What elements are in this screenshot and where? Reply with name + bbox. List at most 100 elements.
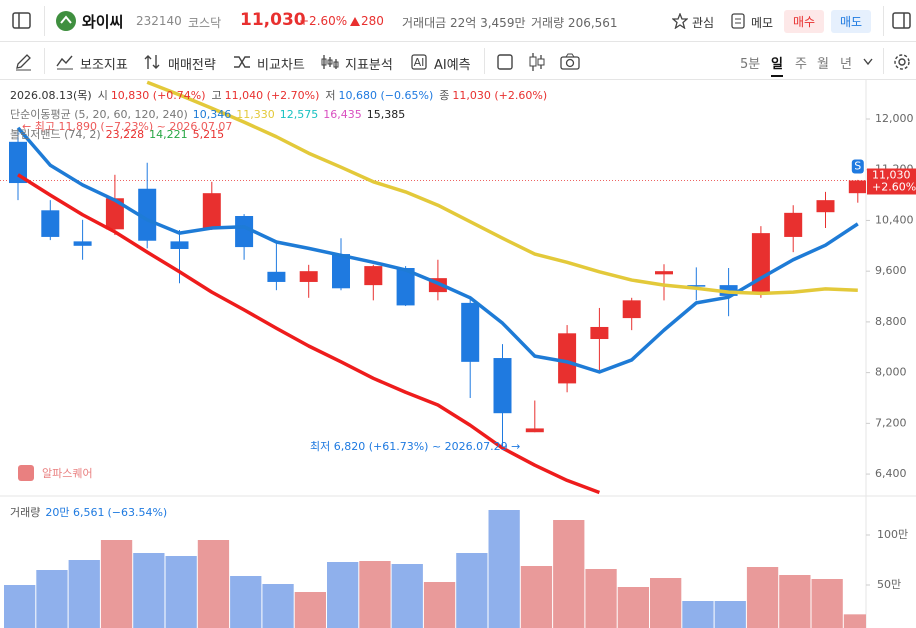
candle-body	[525, 428, 544, 433]
watermark: 알파스퀘어	[42, 466, 93, 480]
svg-text:AI: AI	[414, 56, 425, 69]
volume-bar	[488, 510, 520, 628]
ohlc-value: 10,830 (+0.74%)	[111, 89, 206, 102]
indicator-value: 12,575	[280, 108, 319, 121]
volume-bar	[746, 567, 779, 628]
indicator-value: 11,330	[236, 108, 275, 121]
ohlc-label: 고	[212, 89, 222, 102]
ai-icon[interactable]: AI	[410, 53, 428, 71]
sidebar-icon[interactable]	[12, 12, 32, 30]
price-tag-value: 11,030	[872, 169, 911, 182]
volume-bar	[100, 540, 133, 628]
period[interactable]: 5분	[740, 57, 761, 72]
signal-badge-text: S	[854, 160, 861, 173]
volume: 거래량 206,561	[531, 16, 618, 30]
indicator-legend: 단순이동평균 (5, 20, 60, 120, 240) 10,346 11,330…	[10, 108, 405, 121]
market: 코스닥	[188, 16, 222, 30]
buy-button[interactable]: 매수	[784, 10, 825, 33]
tool[interactable]: 비교차트	[257, 58, 305, 73]
candle-body	[9, 141, 27, 184]
volume-legend: 거래량 20만 6,561 (−63.54%)	[10, 506, 167, 519]
tool[interactable]: AI예측	[434, 58, 471, 73]
ohlc-value: 10,680 (−0.65%)	[339, 89, 434, 102]
compare-icon[interactable]	[233, 54, 251, 70]
ohlc-value: 11,040 (+2.70%)	[225, 89, 320, 102]
divider	[484, 48, 485, 74]
sell-button[interactable]: 매도	[831, 10, 872, 33]
volume-bar	[197, 540, 230, 628]
change: 280	[361, 14, 384, 28]
analysis-icon[interactable]	[320, 53, 340, 71]
indicator-value: 5,215	[193, 128, 225, 141]
period[interactable]: 년	[840, 57, 852, 72]
volume-bar	[230, 576, 262, 628]
settings-icon[interactable]	[893, 53, 911, 71]
candle-body	[622, 300, 641, 319]
volume-bar	[520, 566, 553, 628]
divider	[44, 6, 45, 36]
volume-bar	[650, 578, 682, 628]
period[interactable]: 월	[817, 57, 829, 72]
tool[interactable]: 매매전략	[168, 58, 216, 73]
annotation: 최저 6,820 (+61.73%) ~ 2026.07.29 →	[310, 440, 520, 453]
memo-button[interactable]: 메모	[751, 16, 774, 30]
volume-bar	[4, 585, 36, 628]
indicator-name: 단순이동평균 (5, 20, 60, 120, 240)	[10, 108, 188, 121]
indicator-legend: 볼린저밴드 (74, 2) 23,228 14,221 5,215	[10, 128, 224, 141]
candle-body	[267, 271, 286, 282]
volume-value: 20만 6,561	[45, 506, 104, 519]
candle-body	[332, 254, 350, 289]
volume-bar	[423, 582, 456, 628]
chevron[interactable]	[863, 58, 873, 66]
divider	[883, 6, 884, 36]
watch-button[interactable]: 관심	[692, 16, 715, 30]
volume-bar	[714, 601, 746, 628]
candle-body	[235, 216, 254, 248]
volume-bar	[811, 579, 843, 628]
indicator-line	[17, 173, 601, 495]
candle-body	[396, 268, 415, 306]
annotation: ← 최고 11,890 (−7.23%) ~ 2026.07.07	[22, 120, 232, 133]
candle-body	[558, 333, 577, 384]
square-icon[interactable]	[496, 53, 514, 71]
volume-bar	[165, 556, 197, 628]
ohlc-value: 11,030 (+2.60%)	[452, 89, 547, 102]
candle-body	[816, 200, 835, 213]
candle-icon[interactable]	[528, 52, 546, 72]
tool[interactable]: 보조지표	[80, 58, 128, 73]
volume-bar	[294, 592, 326, 628]
stock-name: 와이씨	[82, 13, 124, 31]
ohlc-label: 시	[98, 89, 108, 102]
date: 2026.08.13(목)	[10, 89, 92, 102]
logo	[56, 11, 76, 31]
panel-icon[interactable]	[892, 12, 912, 30]
overlay: 6,4007,2008,0008,8009,60010,40011,20012,…	[10, 89, 916, 591]
volume-bar	[68, 560, 100, 628]
indicator-value: 23,228	[106, 128, 145, 141]
volume-bar	[779, 575, 811, 628]
candle-body	[73, 241, 92, 246]
candle-body	[299, 271, 318, 282]
price-tag	[867, 168, 916, 195]
memo-icon[interactable]	[731, 12, 745, 29]
strategy-icon[interactable]	[144, 53, 162, 71]
y-tick-label: 8,800	[875, 315, 907, 328]
indicator-value: 16,435	[323, 108, 362, 121]
divider	[883, 48, 884, 74]
indicator-icon[interactable]	[56, 54, 74, 70]
camera-icon[interactable]	[560, 53, 580, 71]
candle-body	[202, 193, 221, 229]
star-icon[interactable]	[672, 13, 688, 29]
period[interactable]: 주	[795, 57, 807, 72]
period-selected[interactable]: 일	[771, 53, 783, 77]
indicator-name: 볼린저밴드 (74, 2)	[10, 128, 101, 141]
volume-title: 거래량	[10, 506, 40, 519]
amount: 거래대금 22억 3,459만	[402, 16, 526, 30]
ohlc-legend: 2026.08.13(목) 시 10,830 (+0.74%) 고 11,040 (+2…	[10, 89, 547, 102]
volume-change: (−63.54%)	[107, 506, 167, 519]
price: 11,030	[240, 10, 306, 30]
draw-icon[interactable]	[14, 53, 32, 71]
tool[interactable]: 지표분석	[345, 58, 393, 73]
indicator-value: 15,385	[367, 108, 406, 121]
